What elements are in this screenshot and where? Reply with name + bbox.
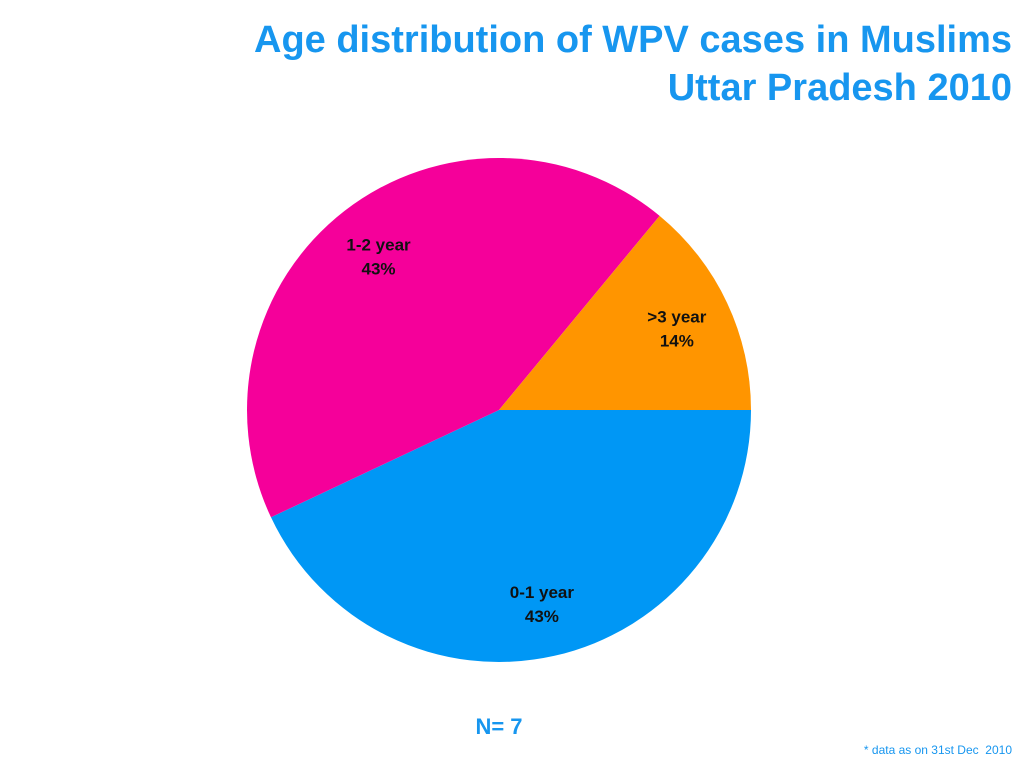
pie-slice-1-2-year	[246, 157, 660, 518]
chart-title-line-2: Uttar Pradesh 2010	[667, 67, 1012, 109]
slice-category-label: 0-1 year	[510, 583, 575, 602]
slice-category-label: >3 year	[647, 307, 706, 326]
data-date-footnote: * data as on 31st Dec 2010	[863, 743, 1012, 757]
pie-slice-0-1-year	[270, 410, 751, 662]
slice-percent-label: 14%	[660, 331, 694, 350]
chart-title: Age distribution of WPV cases in Muslims…	[12, 16, 1012, 112]
chart-title-line-1: Age distribution of WPV cases in Muslims	[254, 19, 1012, 61]
slice-percent-label: 43%	[362, 260, 396, 279]
sample-size-note: N= 7	[475, 714, 523, 739]
slice-percent-label: 43%	[525, 607, 559, 626]
slice-category-label: 1-2 year	[346, 236, 411, 255]
pie-slice-3-year	[499, 215, 751, 410]
